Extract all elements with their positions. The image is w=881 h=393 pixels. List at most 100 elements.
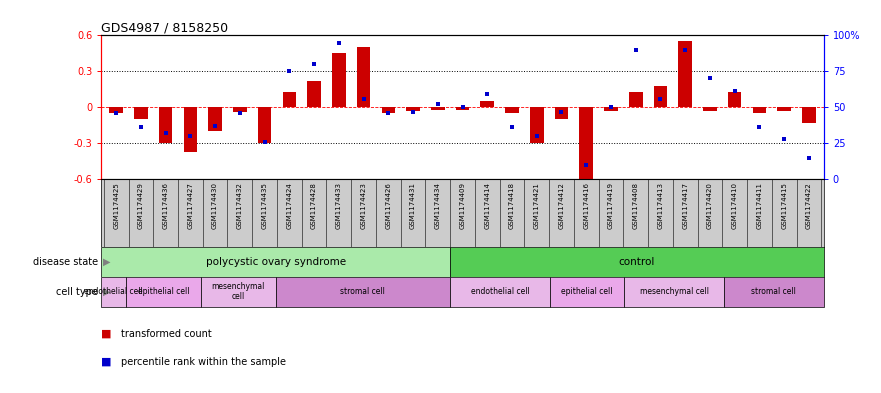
Bar	[101, 277, 126, 307]
Text: percentile rank within the sample: percentile rank within the sample	[121, 356, 285, 367]
Bar	[728, 92, 742, 107]
Bar	[233, 107, 247, 112]
Bar	[625, 277, 724, 307]
Text: GSM1174422: GSM1174422	[806, 182, 812, 229]
Bar	[777, 107, 791, 111]
Text: ▶: ▶	[103, 286, 110, 297]
Bar	[134, 107, 148, 119]
Point	[431, 101, 445, 108]
Point	[554, 108, 568, 115]
Text: GSM1174429: GSM1174429	[138, 182, 144, 229]
Text: GDS4987 / 8158250: GDS4987 / 8158250	[101, 21, 228, 34]
Point	[629, 47, 643, 53]
Text: GSM1174423: GSM1174423	[360, 182, 366, 229]
Point	[455, 104, 470, 110]
Bar	[406, 107, 420, 111]
Point	[603, 104, 618, 110]
Bar	[580, 107, 593, 179]
Bar	[201, 277, 276, 307]
Bar	[307, 81, 321, 107]
Bar	[109, 107, 123, 113]
Point	[777, 136, 791, 142]
Point	[208, 123, 222, 129]
Point	[282, 68, 296, 74]
Bar	[802, 107, 816, 123]
Point	[159, 130, 173, 136]
Text: GSM1174425: GSM1174425	[113, 182, 119, 229]
Bar	[159, 107, 173, 143]
Bar	[357, 47, 370, 107]
Text: GSM1174409: GSM1174409	[460, 182, 465, 229]
Point	[381, 110, 396, 116]
Text: control: control	[618, 257, 655, 267]
Point	[183, 133, 197, 139]
Point	[357, 95, 371, 102]
Text: GSM1174436: GSM1174436	[163, 182, 168, 229]
Point	[654, 95, 668, 102]
Text: stromal cell: stromal cell	[751, 287, 796, 296]
Bar	[332, 53, 345, 107]
Text: GSM1174426: GSM1174426	[385, 182, 391, 229]
Point	[406, 108, 420, 115]
Text: GSM1174431: GSM1174431	[410, 182, 416, 229]
Point	[529, 133, 544, 139]
Bar	[678, 41, 692, 107]
Point	[728, 88, 742, 95]
Text: ■: ■	[101, 356, 112, 367]
Text: ▶: ▶	[103, 257, 110, 267]
Bar	[703, 107, 717, 111]
Text: epithelial cell: epithelial cell	[137, 287, 189, 296]
Text: GSM1174424: GSM1174424	[286, 182, 292, 229]
Bar	[258, 107, 271, 143]
Text: GSM1174428: GSM1174428	[311, 182, 317, 229]
Point	[802, 154, 816, 161]
Bar	[505, 107, 519, 113]
Bar	[101, 247, 450, 277]
Bar	[550, 277, 625, 307]
Text: endothelial cell: endothelial cell	[85, 287, 143, 296]
Point	[480, 91, 494, 97]
Text: GSM1174414: GSM1174414	[485, 182, 490, 229]
Text: GSM1174427: GSM1174427	[188, 182, 194, 229]
Text: ■: ■	[101, 329, 112, 339]
Point	[678, 47, 692, 53]
Text: GSM1174413: GSM1174413	[657, 182, 663, 229]
Text: GSM1174421: GSM1174421	[534, 182, 540, 229]
Point	[332, 39, 346, 46]
Text: disease state: disease state	[33, 257, 98, 267]
Bar	[555, 107, 568, 119]
Text: GSM1174419: GSM1174419	[608, 182, 614, 229]
Text: GSM1174412: GSM1174412	[559, 182, 565, 229]
Point	[307, 61, 322, 67]
Text: transformed count: transformed count	[121, 329, 211, 339]
Point	[109, 110, 123, 116]
Point	[579, 162, 593, 168]
Text: GSM1174433: GSM1174433	[336, 182, 342, 229]
Text: GSM1174411: GSM1174411	[757, 182, 762, 229]
Text: GSM1174416: GSM1174416	[583, 182, 589, 229]
Point	[257, 139, 271, 145]
Text: GSM1174430: GSM1174430	[212, 182, 218, 229]
Text: GSM1174420: GSM1174420	[707, 182, 713, 229]
Text: mesenchymal cell: mesenchymal cell	[640, 287, 709, 296]
Text: GSM1174435: GSM1174435	[262, 182, 268, 229]
Bar	[431, 107, 445, 110]
Bar	[752, 107, 766, 113]
Text: GSM1174434: GSM1174434	[435, 182, 440, 229]
Bar	[530, 107, 544, 143]
Bar	[629, 92, 642, 107]
Text: epithelial cell: epithelial cell	[561, 287, 613, 296]
Bar	[208, 107, 222, 131]
Bar	[276, 277, 450, 307]
Bar	[126, 277, 201, 307]
Text: polycystic ovary syndrome: polycystic ovary syndrome	[205, 257, 345, 267]
Text: stromal cell: stromal cell	[340, 287, 385, 296]
Point	[134, 124, 148, 130]
Bar	[480, 101, 494, 107]
Text: GSM1174415: GSM1174415	[781, 182, 787, 229]
Bar	[183, 107, 197, 152]
Text: GSM1174418: GSM1174418	[509, 182, 515, 229]
Text: mesenchymal
cell: mesenchymal cell	[211, 282, 265, 301]
Point	[752, 124, 766, 130]
Point	[233, 110, 247, 116]
